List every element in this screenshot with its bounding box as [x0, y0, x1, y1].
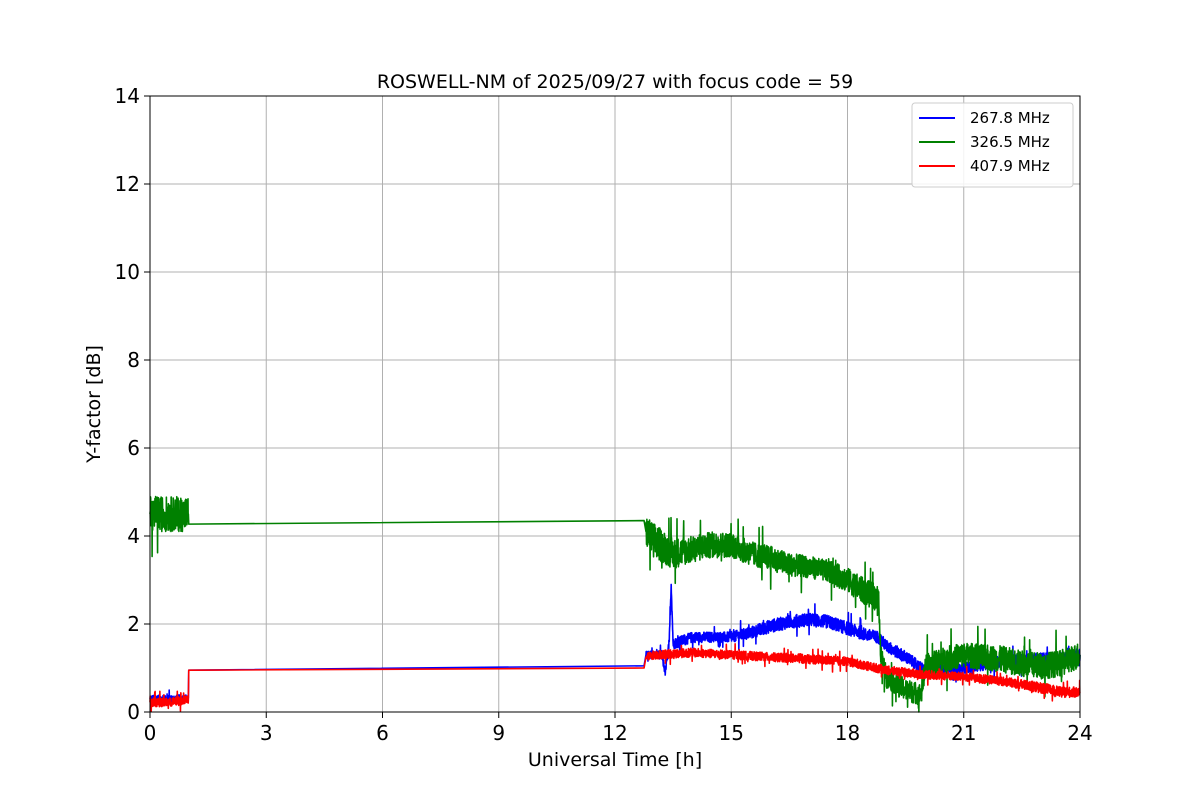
x-tick-label: 6 — [376, 721, 389, 745]
y-tick-label: 12 — [115, 172, 140, 196]
y-tick-label: 0 — [127, 700, 140, 724]
series-layer — [149, 495, 1081, 713]
y-tick-label: 2 — [127, 612, 140, 636]
y-tick-label: 10 — [115, 260, 140, 284]
x-tick-label: 0 — [144, 721, 157, 745]
legend-label: 326.5 MHz — [970, 133, 1050, 151]
x-tick-label: 18 — [835, 721, 860, 745]
grid — [149, 95, 1081, 713]
x-axis-label: Universal Time [h] — [528, 749, 702, 771]
x-tick-label: 21 — [951, 721, 976, 745]
y-tick-label: 14 — [115, 84, 140, 108]
x-tick-label: 24 — [1067, 721, 1092, 745]
legend-label: 267.8 MHz — [970, 109, 1050, 127]
y-axis-label: Y-factor [dB] — [83, 345, 105, 464]
x-tick-label: 12 — [602, 721, 627, 745]
y-tick-label: 6 — [127, 436, 140, 460]
x-tick-label: 15 — [719, 721, 744, 745]
legend-label: 407.9 MHz — [970, 157, 1050, 175]
legend: 267.8 MHz 326.5 MHz 407.9 MHz — [911, 102, 1074, 188]
x-tick-label: 9 — [492, 721, 505, 745]
y-tick-label: 8 — [127, 348, 140, 372]
chart-title: ROSWELL-NM of 2025/09/27 with focus code… — [377, 71, 853, 93]
x-tick-label: 3 — [260, 721, 273, 745]
series-line-2 — [149, 495, 1081, 713]
y-tick-label: 4 — [127, 524, 140, 548]
series-line-3 — [149, 643, 1081, 712]
